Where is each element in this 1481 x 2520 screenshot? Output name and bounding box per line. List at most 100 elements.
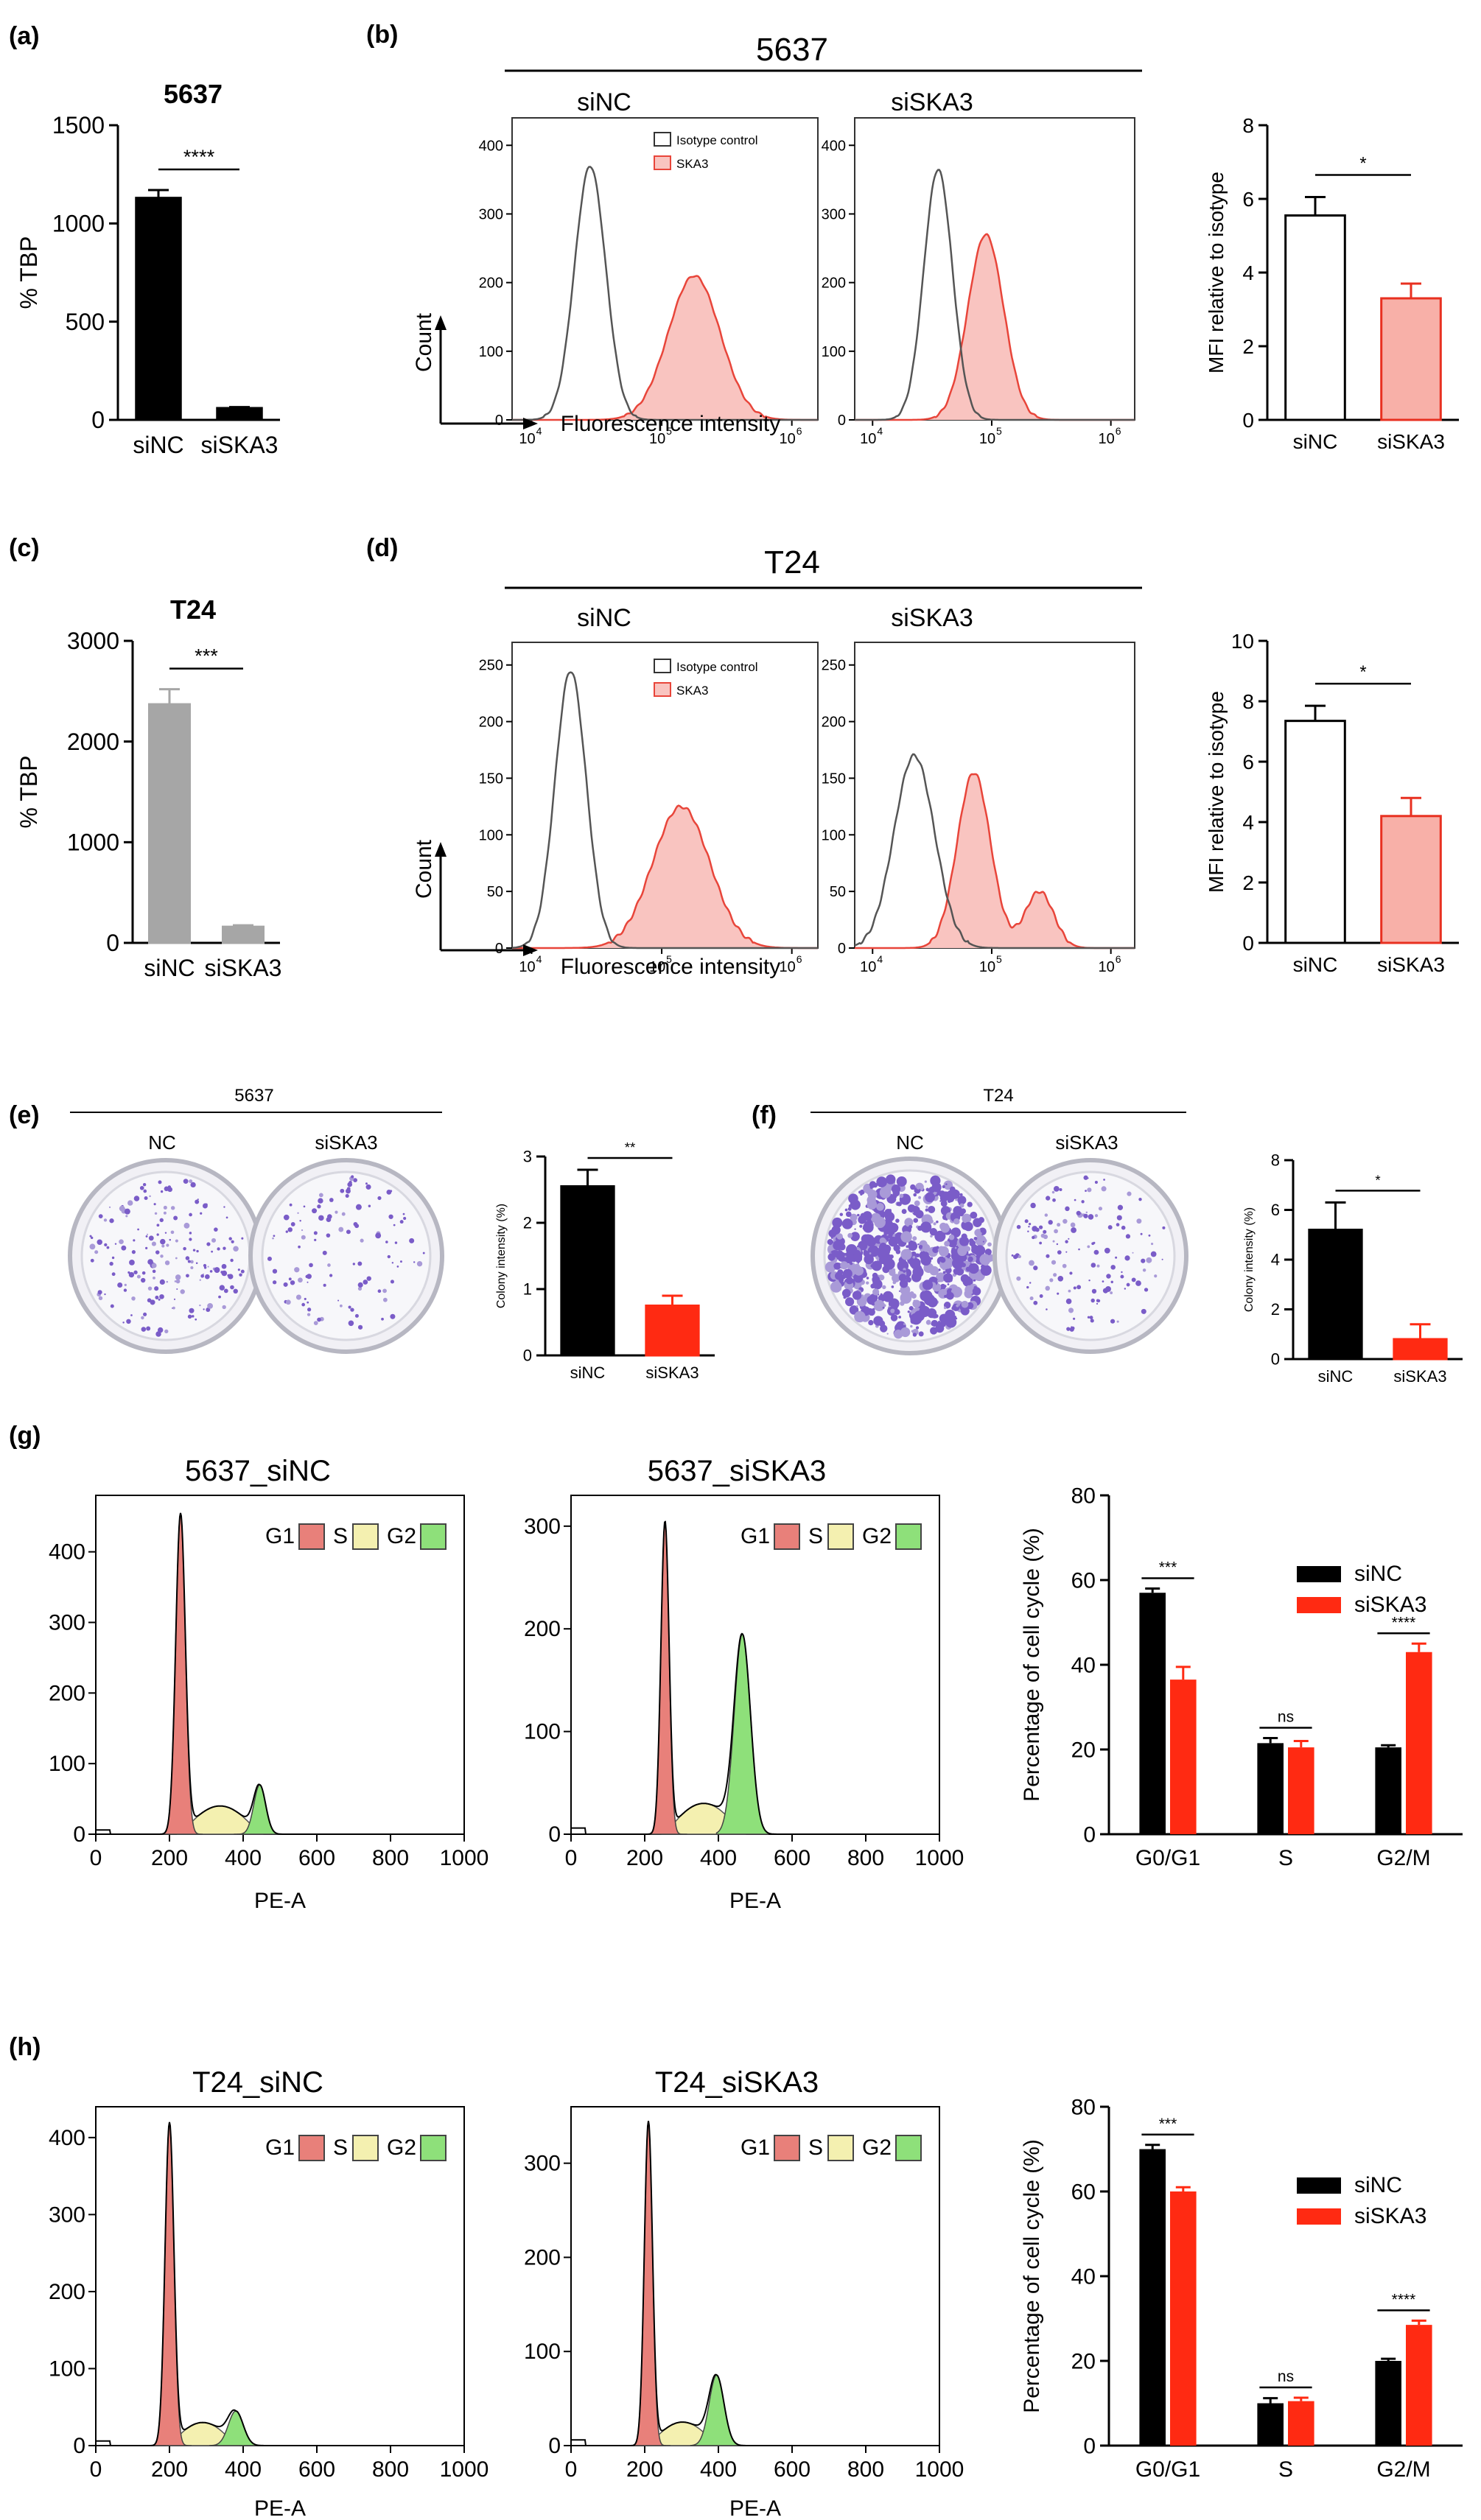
- panel-e-nc-colony: [98, 1296, 103, 1301]
- panel-e-siska3-colony: [387, 1254, 391, 1259]
- panel-h-right-xtick-label: 1000: [915, 2457, 964, 2482]
- panel-e-siska3-colony: [355, 1204, 362, 1210]
- panel-e-nc-colony: [133, 1270, 138, 1274]
- panel-d-arrowhead-x: [523, 944, 538, 956]
- panel-f-nc-colony: [911, 1211, 914, 1214]
- panel-f-siska3-colony: [1091, 1242, 1095, 1246]
- panel-f-siska3-colony: [1142, 1268, 1146, 1272]
- panel-e-nc-colony: [103, 1218, 108, 1222]
- panel-f-nc-colony: [852, 1258, 856, 1263]
- panel-b-title: 5637: [756, 32, 828, 68]
- panel-g-right-ytick-label: 300: [524, 1515, 561, 1539]
- panel-e-siska3-colony: [345, 1193, 349, 1198]
- panel-d-right-ytick-label: 150: [822, 771, 846, 787]
- panel-f-nc-colony: [852, 1291, 862, 1300]
- panel-b-left-ytick-label: 0: [495, 413, 503, 429]
- panel-g-left-legend-label: S: [333, 1524, 348, 1548]
- panel-g-right-ytick-label: 0: [548, 1822, 561, 1847]
- panel-f-nc-colony: [854, 1266, 864, 1276]
- panel-e-siska3-colony: [375, 1232, 382, 1239]
- panel-b-bar-ytick-label: 4: [1242, 262, 1254, 284]
- panel-f-nc-colony: [942, 1271, 946, 1274]
- panel-f-nc-colony: [938, 1246, 949, 1257]
- panel-f-nc-colony: [930, 1235, 933, 1238]
- panel-e-siska3-colony: [313, 1321, 318, 1326]
- panel-b-bar-ytick-label: 0: [1242, 409, 1254, 432]
- panel-f-nc-colony: [951, 1306, 956, 1310]
- panel-e-siska3-colony: [290, 1221, 295, 1226]
- panel-e-nc-colony: [217, 1247, 220, 1251]
- panel-f-siska3-colony: [1116, 1223, 1120, 1226]
- panel-f-siska3-colony: [1033, 1266, 1038, 1271]
- panel-h-bar-bar-siSKA3: [1170, 2191, 1197, 2446]
- panel-e-nc-colony: [218, 1295, 221, 1299]
- panel-e-nc-colony: [136, 1274, 141, 1279]
- panel-f-nc-colony: [967, 1201, 973, 1207]
- panel-g-bar-ytick-label: 20: [1071, 1738, 1096, 1763]
- panel-f-nc-colony: [918, 1331, 924, 1337]
- panel-b-right-ytick-label: 400: [822, 138, 846, 154]
- panel-e-siska3-colony: [317, 1317, 321, 1322]
- panel-d-left-isotype-curve: [511, 671, 818, 950]
- panel-f-siska3-colony: [1065, 1251, 1068, 1253]
- panel-g-left-xtick-label: 600: [298, 1846, 335, 1870]
- panel-f-nc-colony: [917, 1243, 920, 1246]
- panel-e-nc-colony: [176, 1288, 178, 1291]
- panel-d-left-ytick-label: 50: [487, 884, 503, 900]
- panel-f-nc-colony: [900, 1249, 912, 1260]
- panel-d-left-ytick-label: 150: [479, 771, 503, 787]
- panel-e-bar-ytick-label: 1: [523, 1280, 532, 1299]
- panel-e-nc-colony: [163, 1205, 167, 1210]
- panel-e-nc-colony: [214, 1267, 220, 1273]
- panel-g-left-ytick-label: 0: [73, 1822, 85, 1847]
- panel-f-nc-colony: [918, 1196, 922, 1199]
- panel-g-bar-bar-siSKA3: [1406, 1652, 1432, 1834]
- panel-e-siska3-colony: [303, 1205, 306, 1208]
- panel-e-siska3-colony: [272, 1237, 274, 1240]
- panel-g-bar-bar-siSKA3: [1288, 1747, 1314, 1834]
- panel-f-nc-colony: [967, 1302, 973, 1308]
- panel-e-nc-colony: [196, 1249, 199, 1253]
- panel-f-nc-colony: [830, 1281, 842, 1293]
- panel-g-bar-category-label: G0/G1: [1135, 1846, 1200, 1870]
- panel-h-bar-sig-label: ***: [1159, 2116, 1177, 2133]
- panel-h-right-legend-label: G1: [740, 2135, 770, 2160]
- panel-h-right-ytick-label: 300: [524, 2152, 561, 2176]
- panel-f-siska3-colony: [1029, 1282, 1032, 1284]
- panel-f-nc-colony: [925, 1205, 928, 1208]
- panel-f-siska3-colony: [1110, 1319, 1116, 1324]
- panel-e-nc-colony: [158, 1180, 162, 1184]
- panel-f-nc-colony: [880, 1246, 891, 1256]
- panel-d-intensity-label: Fluorescence intensity: [561, 955, 780, 979]
- panel-f-nc-colony: [847, 1207, 852, 1211]
- panel-c-category-label: siSKA3: [205, 955, 282, 981]
- panel-d-legend-isotype-swatch: [654, 659, 671, 673]
- panel-f-siska3-colony: [1057, 1275, 1064, 1282]
- panel-f-siska3-colony: [1054, 1229, 1058, 1234]
- panel-f-siska3-colony: [1140, 1232, 1143, 1235]
- panel-d-legend-ska3: SKA3: [676, 684, 708, 698]
- panel-f-nc-colony: [929, 1228, 938, 1236]
- panel-g-bar-sig-label: ***: [1159, 1559, 1177, 1576]
- panel-f-siska3-colony: [1083, 1175, 1088, 1180]
- panel-f-bar-bar-siNC: [1308, 1229, 1363, 1361]
- panel-e-nc-colony: [110, 1304, 114, 1308]
- panel-f-siska3-colony: [1106, 1274, 1111, 1279]
- panel-f-nc-colony: [876, 1202, 884, 1211]
- panel-f-nc-colony: [854, 1310, 866, 1323]
- panel-h-left-xtick-label: 800: [372, 2457, 409, 2482]
- panel-e-nc-colony: [187, 1260, 191, 1263]
- panel-h-bar-bar-siSKA3: [1406, 2325, 1432, 2446]
- panel-e-nc-colony: [173, 1215, 178, 1221]
- panel-f-nc-colony: [922, 1243, 931, 1252]
- panel-f-siska3-colony: [1131, 1277, 1136, 1282]
- panel-f-nc-colony: [961, 1263, 966, 1268]
- panel-e-siska3-colony: [350, 1308, 354, 1312]
- panel-e-nc-colony: [200, 1274, 205, 1278]
- panel-e-nc-colony: [133, 1239, 136, 1242]
- panel-b-legend-isotype-swatch: [654, 132, 671, 147]
- panel-f-siska3-colony: [1070, 1222, 1076, 1228]
- panel-e-nc-colony: [223, 1288, 228, 1294]
- panel-f-nc-colony: [939, 1320, 947, 1327]
- panel-e-nc-colony: [233, 1288, 238, 1294]
